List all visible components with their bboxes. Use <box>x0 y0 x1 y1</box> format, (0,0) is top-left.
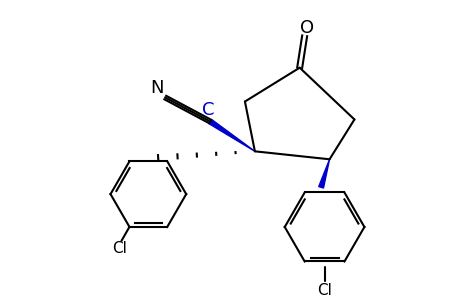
Polygon shape <box>208 119 254 151</box>
Text: C: C <box>202 100 214 118</box>
Text: O: O <box>299 19 313 37</box>
Polygon shape <box>318 159 329 188</box>
Text: Cl: Cl <box>112 241 127 256</box>
Text: N: N <box>150 79 164 97</box>
Text: Cl: Cl <box>316 283 331 298</box>
